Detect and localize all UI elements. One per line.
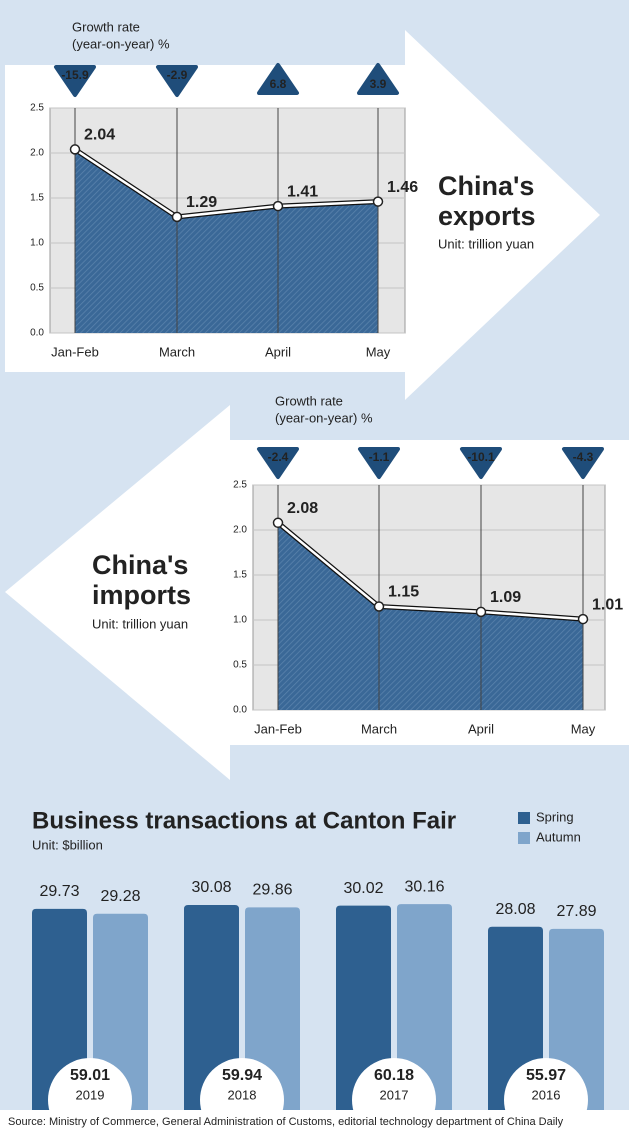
growth-caption: Growth rate — [72, 19, 140, 34]
chart-subtitle: Unit: trillion yuan — [438, 236, 534, 251]
x-tick-label: 2016 — [532, 1087, 561, 1102]
total-label: 60.18 — [374, 1067, 414, 1084]
growth-marker — [257, 447, 299, 479]
y-tick-label: 2.0 — [233, 525, 247, 536]
x-tick-label: 2018 — [228, 1087, 257, 1102]
y-tick-label: 1.0 — [30, 238, 44, 249]
y-tick-label: 0.5 — [233, 660, 247, 671]
x-tick-label: May — [571, 721, 596, 736]
chart-subtitle: Unit: trillion yuan — [92, 616, 188, 631]
value-label: 2.04 — [84, 127, 115, 144]
y-tick-label: 1.0 — [233, 615, 247, 626]
y-tick-label: 1.5 — [30, 193, 44, 204]
y-tick-label: 0.0 — [30, 328, 44, 339]
growth-label: -2.4 — [268, 450, 289, 464]
growth-label: 3.9 — [370, 77, 387, 91]
point — [372, 196, 384, 207]
total-label: 59.01 — [70, 1067, 110, 1084]
chart-title: China's — [92, 550, 188, 580]
point — [373, 601, 385, 612]
chart-title: exports — [438, 201, 536, 231]
point — [577, 613, 589, 625]
value-label: 29.86 — [252, 882, 292, 899]
value-label: 28.08 — [495, 901, 535, 918]
point — [69, 144, 81, 155]
chart-title: imports — [92, 580, 191, 610]
chart-subtitle: Unit: $billion — [32, 837, 103, 852]
legend-label: Autumn — [536, 829, 581, 844]
x-tick-label: Jan-Feb — [51, 344, 99, 359]
growth-label: -4.3 — [573, 450, 594, 464]
legend-label: Spring — [536, 809, 574, 824]
x-tick-label: April — [468, 721, 494, 736]
value-label: 1.46 — [387, 179, 418, 196]
value-label: 1.29 — [186, 194, 217, 211]
point — [272, 200, 284, 212]
growth-marker — [358, 447, 400, 479]
total-label: 55.97 — [526, 1067, 566, 1084]
value-label: 1.15 — [388, 584, 419, 601]
y-tick-label: 2.0 — [30, 148, 44, 159]
x-tick-label: May — [366, 344, 391, 359]
growth-marker — [156, 65, 198, 97]
x-tick-label: Jan-Feb — [254, 721, 302, 736]
growth-caption: Growth rate — [275, 393, 343, 408]
growth-marker — [357, 63, 399, 95]
source: Source: Ministry of Commerce, General Ad… — [8, 1116, 564, 1128]
growth-caption: (year-on-year) % — [72, 36, 170, 51]
legend-swatch — [518, 812, 530, 824]
growth-label: -2.9 — [167, 68, 188, 82]
value-label: 1.01 — [592, 596, 623, 613]
value-label: 30.08 — [191, 879, 231, 896]
growth-label: -1.1 — [369, 450, 390, 464]
x-tick-label: 2019 — [76, 1087, 105, 1102]
point — [171, 211, 183, 223]
growth-marker — [562, 447, 604, 479]
growth-label: -15.9 — [61, 68, 89, 82]
area — [278, 522, 583, 710]
value-label: 29.28 — [100, 888, 140, 905]
value-label: 2.08 — [287, 500, 318, 517]
area — [75, 149, 378, 333]
value-label: 1.41 — [287, 183, 318, 200]
value-label: 30.16 — [404, 878, 444, 895]
growth-caption: (year-on-year) % — [275, 410, 373, 425]
x-tick-label: March — [361, 721, 397, 736]
value-label: 1.09 — [490, 589, 521, 606]
line — [74, 148, 379, 219]
growth-marker — [54, 65, 96, 97]
y-tick-label: 1.5 — [233, 570, 247, 581]
source-strip — [0, 1110, 629, 1133]
y-tick-label: 2.5 — [30, 103, 44, 114]
point — [272, 517, 284, 529]
value-label: 29.73 — [39, 883, 79, 900]
x-tick-label: April — [265, 344, 291, 359]
value-label: 27.89 — [556, 903, 596, 920]
legend-swatch — [518, 832, 530, 844]
growth-label: -10.1 — [467, 450, 495, 464]
line — [277, 521, 584, 621]
chart-title: China's — [438, 171, 534, 201]
x-tick-label: 2017 — [380, 1087, 409, 1102]
total-label: 59.94 — [222, 1067, 262, 1084]
value-label: 30.02 — [343, 880, 383, 897]
growth-label: 6.8 — [270, 77, 287, 91]
y-tick-label: 0.5 — [30, 283, 44, 294]
point — [475, 606, 487, 618]
y-tick-label: 2.5 — [233, 480, 247, 491]
growth-marker — [257, 63, 299, 95]
y-tick-label: 0.0 — [233, 705, 247, 716]
chart-title: Business transactions at Canton Fair — [32, 807, 456, 834]
x-tick-label: March — [159, 344, 195, 359]
growth-marker — [460, 447, 502, 479]
